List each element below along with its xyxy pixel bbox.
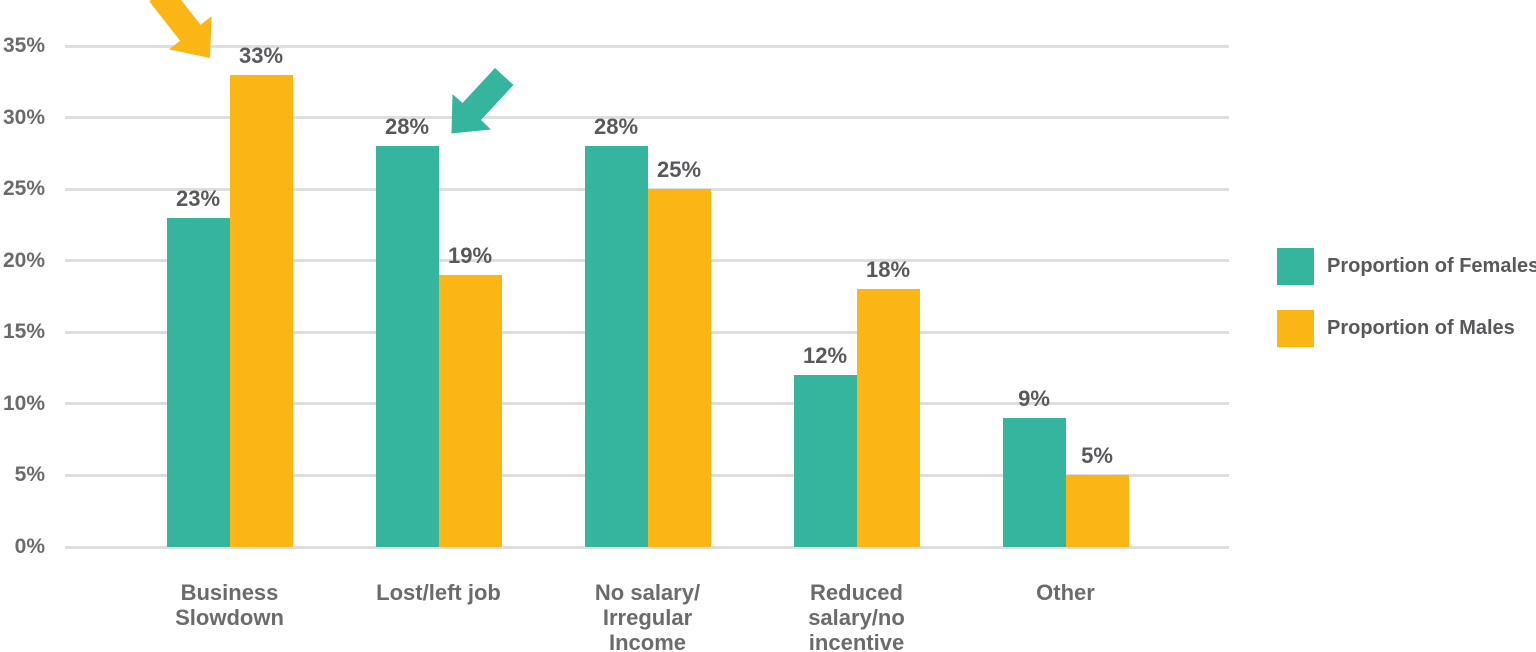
category-label-5: Other bbox=[1036, 580, 1095, 605]
data-label-males-1: 33% bbox=[238, 42, 284, 68]
y-axis-label-30%: 30% bbox=[2, 105, 45, 129]
legend-label-females: Proportion of Females bbox=[1327, 255, 1536, 277]
legend-item-females: Proportion of Females bbox=[1277, 248, 1536, 285]
bar-females-5 bbox=[1002, 418, 1066, 547]
y-axis-label-5%: 5% bbox=[14, 463, 45, 487]
gridline-30% bbox=[65, 116, 1229, 120]
data-label-males-2: 19% bbox=[447, 243, 493, 269]
data-label-females-1: 23% bbox=[175, 185, 221, 211]
legend-item-males: Proportion of Males bbox=[1277, 310, 1536, 347]
bar-males-1 bbox=[229, 74, 293, 547]
bar-males-2 bbox=[438, 275, 502, 547]
category-label-1: Business Slowdown bbox=[175, 580, 284, 630]
bar-males-4 bbox=[856, 289, 920, 547]
bar-males-3 bbox=[647, 189, 711, 547]
y-axis-label-15%: 15% bbox=[2, 320, 45, 344]
data-label-females-2: 28% bbox=[384, 114, 430, 140]
data-label-females-4: 12% bbox=[802, 343, 848, 369]
y-axis-label-10%: 10% bbox=[2, 391, 45, 415]
bar-females-3 bbox=[584, 146, 648, 547]
category-label-3: No salary/ Irregular Income bbox=[594, 580, 701, 652]
y-axis-label-25%: 25% bbox=[2, 177, 45, 201]
data-label-females-5: 9% bbox=[1018, 386, 1050, 412]
y-axis-label-0%: 0% bbox=[14, 535, 45, 558]
y-axis-label-35%: 35% bbox=[2, 34, 45, 57]
category-label-4: Reduced salary/no incentive bbox=[808, 580, 905, 652]
data-label-males-5: 5% bbox=[1081, 443, 1113, 469]
data-label-males-3: 25% bbox=[656, 157, 702, 183]
legend-label-males: Proportion of Males bbox=[1327, 317, 1515, 339]
bar-females-2 bbox=[375, 146, 439, 547]
data-label-females-3: 28% bbox=[593, 114, 639, 140]
legend-swatch-males bbox=[1277, 310, 1314, 347]
category-label-2: Lost/left job bbox=[376, 580, 501, 605]
legend: Proportion of Females Proportion of Male… bbox=[1277, 248, 1536, 372]
bar-females-1 bbox=[166, 217, 230, 547]
bar-males-5 bbox=[1065, 475, 1129, 547]
gridline-35% bbox=[65, 44, 1229, 48]
data-label-males-4: 18% bbox=[865, 257, 911, 283]
bar-females-4 bbox=[793, 375, 857, 547]
y-axis-label-20%: 20% bbox=[2, 248, 45, 272]
legend-swatch-females bbox=[1277, 248, 1314, 285]
gridline-0% bbox=[65, 545, 1229, 549]
